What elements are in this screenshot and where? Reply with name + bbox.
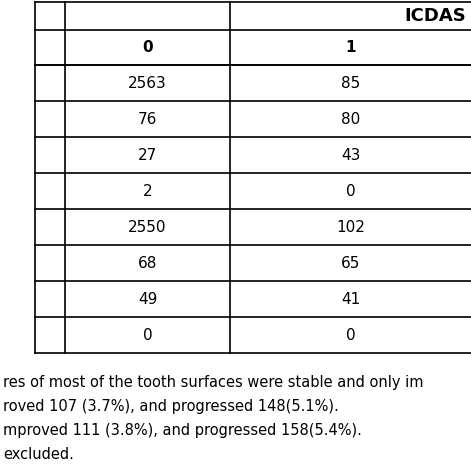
Text: 0: 0 bbox=[346, 184, 355, 198]
Text: excluded.: excluded. bbox=[3, 447, 74, 462]
Text: 0: 0 bbox=[346, 327, 355, 342]
Text: mproved 111 (3.8%), and progressed 158(5.4%).: mproved 111 (3.8%), and progressed 158(5… bbox=[3, 423, 362, 438]
Text: res of most of the tooth surfaces were stable and only im: res of most of the tooth surfaces were s… bbox=[3, 375, 423, 390]
Text: 102: 102 bbox=[336, 219, 365, 235]
Text: 49: 49 bbox=[138, 292, 157, 307]
Text: 68: 68 bbox=[138, 255, 157, 270]
Text: 43: 43 bbox=[341, 147, 360, 162]
Text: 41: 41 bbox=[341, 292, 360, 307]
Text: 2563: 2563 bbox=[128, 75, 167, 90]
Text: 2550: 2550 bbox=[128, 219, 167, 235]
Text: 0: 0 bbox=[142, 40, 153, 55]
Text: ICDAS: ICDAS bbox=[404, 7, 466, 25]
Text: 0: 0 bbox=[143, 327, 152, 342]
Text: 1: 1 bbox=[345, 40, 356, 55]
Text: 2: 2 bbox=[143, 184, 152, 198]
Text: roved 107 (3.7%), and progressed 148(5.1%).: roved 107 (3.7%), and progressed 148(5.1… bbox=[3, 399, 339, 414]
Text: 85: 85 bbox=[341, 75, 360, 90]
Text: 65: 65 bbox=[341, 255, 360, 270]
Text: 76: 76 bbox=[138, 112, 157, 127]
Text: 80: 80 bbox=[341, 112, 360, 127]
Text: 27: 27 bbox=[138, 147, 157, 162]
